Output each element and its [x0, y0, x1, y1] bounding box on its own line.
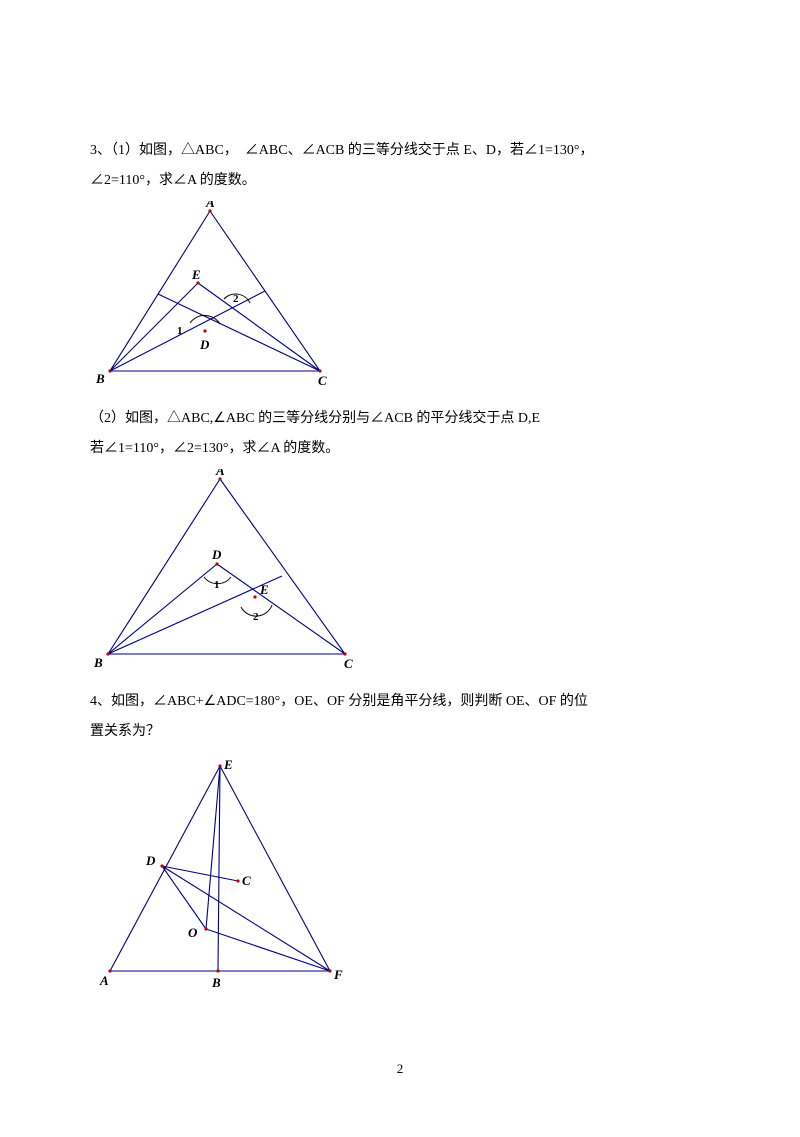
- label-O: O: [188, 925, 198, 940]
- triangle-figure-2: A B C D E 1 2: [90, 469, 380, 674]
- label-C: C: [318, 373, 327, 388]
- problem4-line1: 4、如图，∠ABC+∠ADC=180°，OE、OF 分别是角平分线，则判断 OE…: [90, 691, 710, 713]
- page-content: 3、（1）如图，△ABC， ∠ABC、∠ACB 的三等分线交于点 E、D，若∠1…: [0, 0, 800, 1137]
- label-C: C: [242, 873, 251, 888]
- label-angle-2: 2: [253, 611, 259, 623]
- problem3-part1-line1: 3、（1）如图，△ABC， ∠ABC、∠ACB 的三等分线交于点 E、D，若∠1…: [90, 140, 710, 162]
- problem3-part1-line2: ∠2=110°，求∠A 的度数。: [90, 170, 710, 192]
- label-A: A: [205, 201, 215, 210]
- label-D: D: [211, 547, 222, 562]
- label-B: B: [93, 655, 103, 670]
- label-angle-2: 2: [233, 293, 239, 305]
- label-angle-1: 1: [214, 579, 220, 591]
- figure-3-1: A B C E D 1 2: [90, 201, 710, 396]
- triangle-figure-1: A B C E D 1 2: [90, 201, 360, 391]
- problem3-part2-line2: 若∠1=110°，∠2=130°，求∠A 的度数。: [90, 438, 710, 460]
- page-number: 2: [90, 1061, 710, 1077]
- figure-3-2: A B C D E 1 2: [90, 469, 710, 679]
- figure-4: A B F E D C O: [90, 751, 710, 1001]
- label-E: E: [259, 582, 269, 597]
- label-angle-1: 1: [177, 325, 183, 337]
- figure-4-svg: A B F E D C O: [90, 751, 370, 996]
- label-A: A: [215, 469, 225, 478]
- label-D: D: [199, 337, 210, 352]
- problem4-line2: 置关系为？: [90, 721, 710, 743]
- label-F: F: [333, 967, 343, 982]
- label-E: E: [223, 757, 233, 772]
- label-B: B: [95, 371, 105, 386]
- label-B: B: [211, 975, 221, 990]
- label-D: D: [145, 853, 156, 868]
- label-E: E: [191, 267, 201, 282]
- problem3-part2-line1: （2）如图，△ABC,∠ABC 的三等分线分别与∠ACB 的平分线交于点 D,E: [90, 408, 710, 430]
- label-C: C: [344, 656, 353, 671]
- label-A: A: [99, 973, 109, 988]
